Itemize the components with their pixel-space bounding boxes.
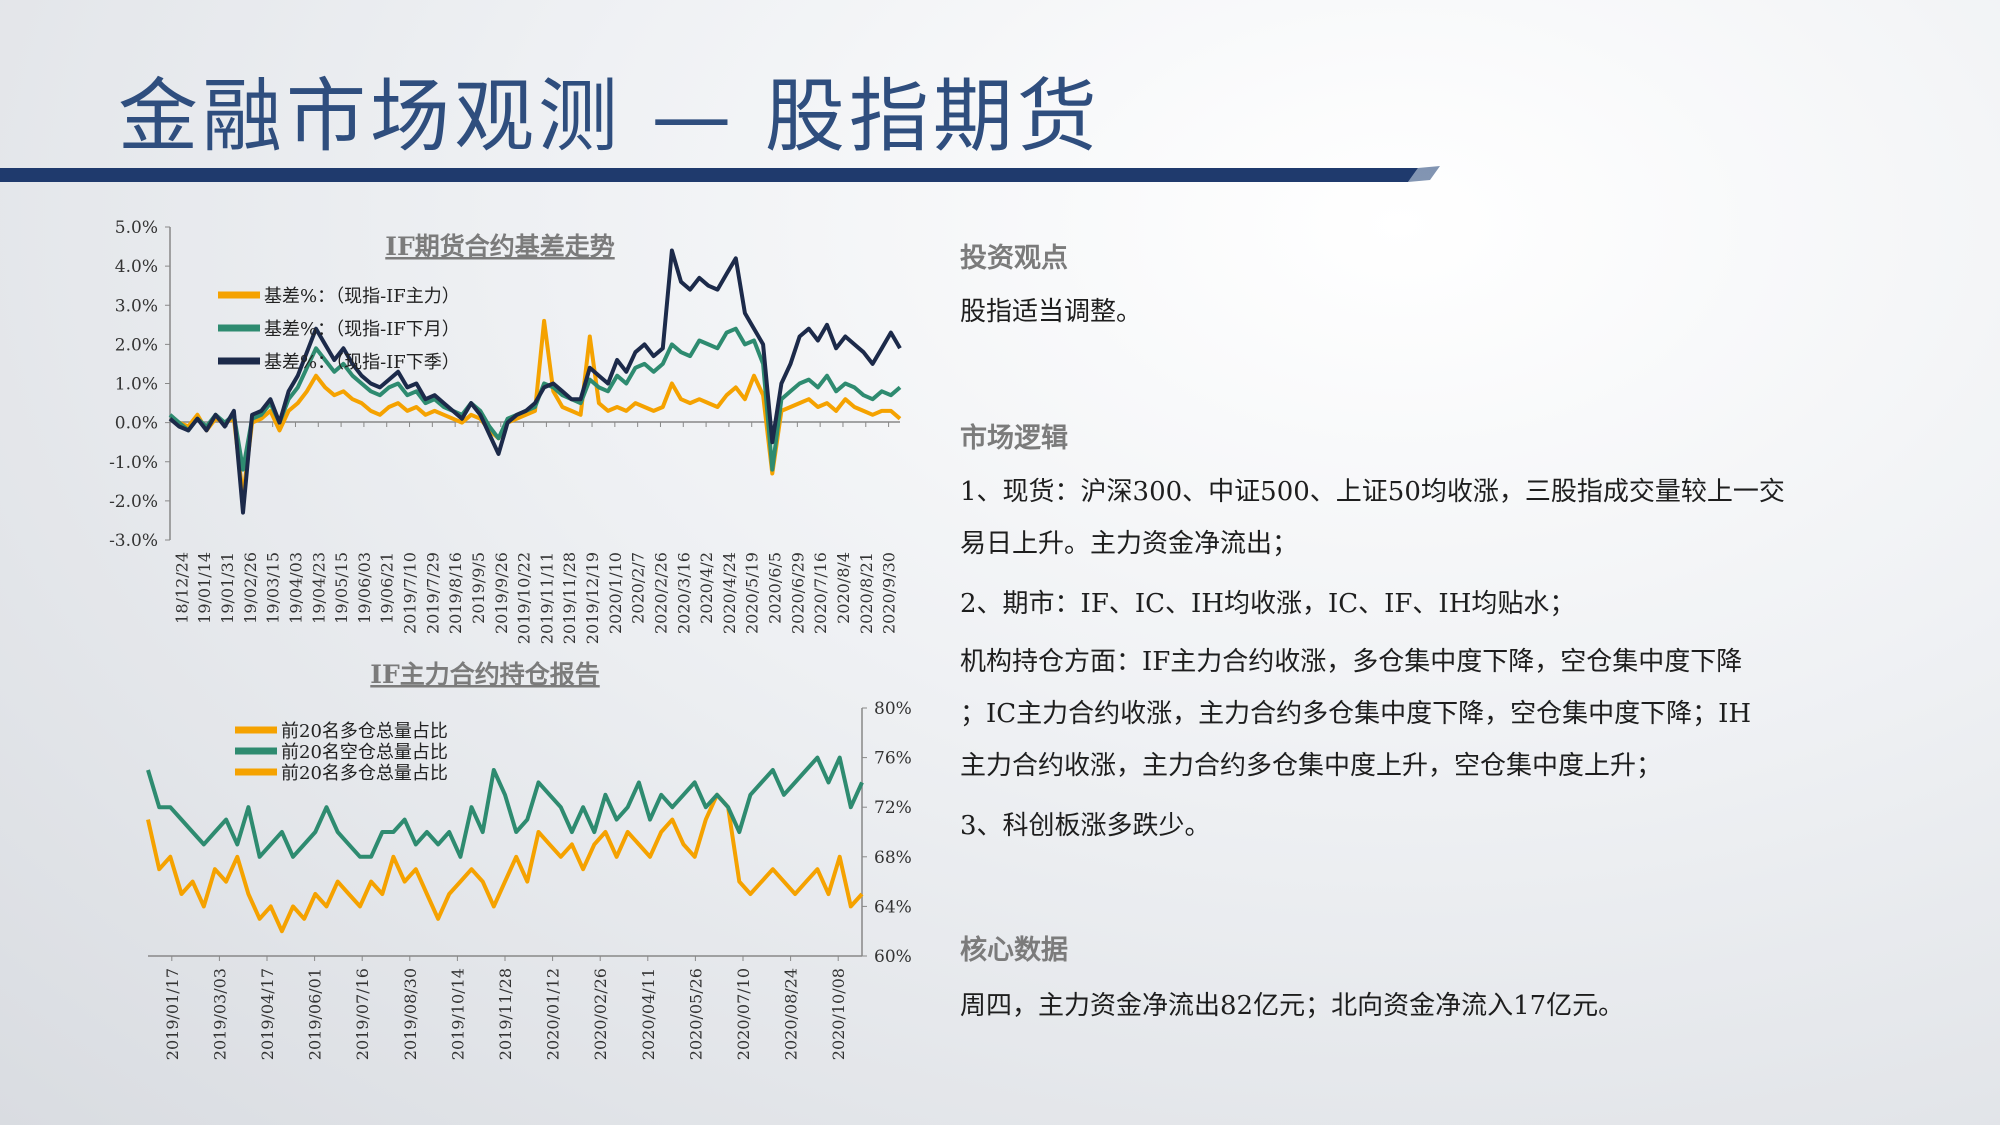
- c1-x-tick-label: 2019/11/28: [560, 552, 579, 644]
- c2-y-tick-label: 60%: [874, 947, 912, 967]
- logic-line-3c: 主力合约收涨，主力合约多仓集中度上升，空仓集中度上升；: [960, 751, 1663, 781]
- c1-x-tick-label: 2019/10/22: [515, 552, 534, 644]
- c2-y-tick-label: 68%: [874, 848, 912, 868]
- c2-x-tick-label: 2020/05/26: [686, 968, 705, 1060]
- c2-x-tick-label: 2019/03/03: [210, 968, 229, 1060]
- c2-legend-label-0: 前20名多仓总量占比: [281, 721, 448, 742]
- c1-x-tick-label: 19/01/31: [218, 552, 237, 624]
- c1-y-tick-label: 2.0%: [115, 335, 158, 355]
- c1-y-tick-label: 5.0%: [115, 218, 158, 238]
- c1-x-tick-label: 2020/4/2: [697, 552, 716, 624]
- c1-x-tick-label: 2020/7/16: [811, 552, 830, 634]
- c1-x-tick-label: 2019/9/26: [492, 552, 511, 634]
- c2-x-tick-label: 2019/07/16: [353, 968, 372, 1060]
- c1-x-tick-label: 19/03/15: [264, 552, 283, 624]
- c1-x-tick-label: 2020/8/21: [857, 552, 876, 634]
- c1-y-tick-label: 4.0%: [115, 257, 158, 277]
- c1-x-tick-label: 2020/1/10: [606, 552, 625, 634]
- c1-x-tick-label: 2019/9/5: [469, 552, 488, 624]
- c1-x-tick-label: 2019/7/29: [423, 552, 442, 634]
- c1-x-tick-label: 19/04/23: [309, 552, 328, 624]
- c1-x-tick-label: 2020/8/4: [834, 552, 853, 624]
- c2-x-tick-label: 2020/07/10: [734, 968, 753, 1060]
- c1-series-line-1: [168, 326, 902, 472]
- c1-y-tick-label: 1.0%: [115, 375, 158, 395]
- c2-x-tick-label: 2020/01/12: [544, 968, 563, 1060]
- c1-x-tick-label: 2019/11/11: [537, 552, 556, 644]
- section-heading-view: 投资观点: [960, 243, 1068, 274]
- section-heading-logic: 市场逻辑: [960, 423, 1068, 454]
- c1-y-tick-label: 0.0%: [115, 414, 158, 434]
- c1-x-tick-label: 2020/2/26: [651, 552, 670, 634]
- c2-y-tick-label: 72%: [874, 798, 912, 818]
- c1-x-tick-label: 2020/6/5: [766, 552, 785, 624]
- c1-x-tick-label: 19/01/14: [195, 552, 214, 624]
- c2-x-tick-label: 2019/11/28: [496, 968, 515, 1060]
- c1-x-tick-label: 2019/7/10: [401, 552, 420, 634]
- c1-x-tick-label: 2020/2/7: [629, 552, 648, 624]
- c1-y-tick-label: -3.0%: [109, 531, 158, 551]
- logic-line-4: 3、科创板涨多跌少。: [960, 811, 1211, 841]
- c1-x-tick-label: 2019/8/16: [446, 552, 465, 634]
- c1-y-tick-label: -1.0%: [109, 453, 158, 473]
- c1-x-tick-label: 2020/9/30: [880, 552, 899, 634]
- c2-x-tick-label: 2019/08/30: [401, 968, 420, 1060]
- core-data-text: 周四，主力资金净流出82亿元；北向资金净流入17亿元。: [960, 991, 1625, 1021]
- c2-y-tick-label: 80%: [874, 699, 912, 719]
- chart2-title: IF主力合约持仓报告: [370, 660, 599, 689]
- c1-x-tick-label: 2019/12/19: [583, 552, 602, 644]
- c2-x-tick-label: 2019/10/14: [448, 968, 467, 1060]
- c2-x-tick-label: 2019/06/01: [306, 968, 325, 1060]
- c2-series-line-1: [146, 755, 864, 859]
- position-chart: IF主力合约持仓报告 80% 76% 72% 68% 64% 60% 2019/01/17…: [146, 660, 912, 1060]
- c2-y-tick-label: 64%: [874, 897, 912, 917]
- title-underline-bar: [0, 166, 1440, 182]
- c1-x-tick-label: 18/12/24: [172, 552, 191, 624]
- c2-series-line-0: [146, 792, 864, 934]
- c1-y-tick-label: 3.0%: [115, 296, 158, 316]
- c2-x-tick-label: 2020/10/08: [829, 968, 848, 1060]
- c2-legend-label-1: 前20名空仓总量占比: [281, 742, 448, 763]
- chart1-title: IF期货合约基差走势: [385, 232, 614, 261]
- basis-chart: IF期货合约基差走势 5.0% 4.0% 3.0% 2.0% 1.0% 0.0% -1.0%…: [109, 218, 902, 644]
- c2-x-tick-label: 2019/04/17: [258, 968, 277, 1060]
- logic-line-1a: 1、现货：沪深300、中证500、上证50均收涨，三股指成交量较上一交: [960, 477, 1785, 507]
- c1-series-line-2: [168, 248, 902, 515]
- logic-line-2: 2、期市：IF、IC、IH均收涨，IC、IF、IH均贴水；: [960, 589, 1576, 619]
- c2-x-tick-label: 2020/04/11: [639, 968, 658, 1060]
- c1-y-tick-label: -2.0%: [109, 492, 158, 512]
- c1-x-tick-label: 19/05/15: [332, 552, 351, 624]
- c2-x-tick-label: 2019/01/17: [163, 968, 182, 1060]
- c1-x-tick-label: 19/04/03: [286, 552, 305, 624]
- section-heading-core: 核心数据: [960, 935, 1068, 966]
- c2-x-tick-label: 2020/08/24: [782, 968, 801, 1060]
- c1-legend-label-0: 基差%：（现指-IF主力）: [264, 286, 460, 307]
- c1-x-tick-label: 2020/5/19: [743, 552, 762, 634]
- logic-line-3a: 机构持仓方面：IF主力合约收涨，多仓集中度下降，空仓集中度下降: [960, 647, 1743, 677]
- view-text: 股指适当调整。: [960, 297, 1143, 327]
- c1-x-tick-label: 2020/6/29: [788, 552, 807, 634]
- c1-x-tick-label: 2020/3/16: [674, 552, 693, 634]
- logic-line-3b: ；IC主力合约收涨，主力合约多仓集中度下降，空仓集中度下降；IH: [960, 699, 1752, 729]
- c1-legend-label-1: 基差%：（现指-IF下月）: [264, 319, 460, 340]
- page-title: 金融市场观测 — 股指期货: [118, 70, 1101, 163]
- c1-legend-label-2: 基差%：（现指-IF下季）: [264, 352, 460, 373]
- c1-x-tick-label: 2020/4/24: [720, 552, 739, 634]
- c1-x-tick-label: 19/06/03: [355, 552, 374, 624]
- c2-legend-label-2: 前20名多仓总量占比: [281, 763, 448, 784]
- c1-x-tick-label: 19/06/21: [378, 552, 397, 624]
- c1-x-tick-label: 19/02/26: [241, 552, 260, 624]
- c2-x-tick-label: 2020/02/26: [591, 968, 610, 1060]
- logic-line-1b: 易日上升。主力资金净流出；: [960, 529, 1299, 559]
- c2-y-tick-label: 76%: [874, 749, 912, 769]
